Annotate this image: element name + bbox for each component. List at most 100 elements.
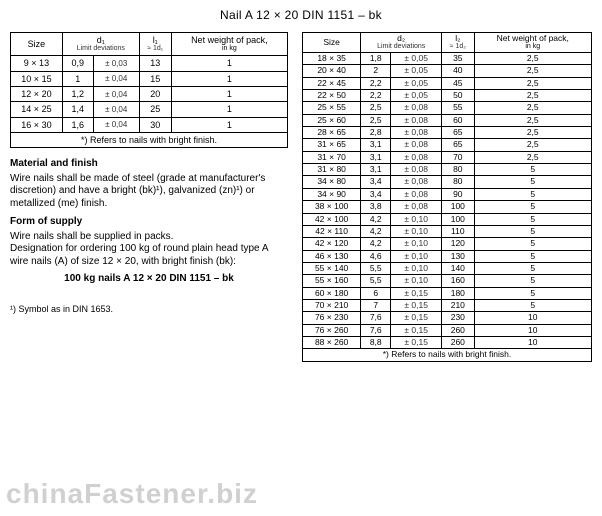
table-row: 28 × 652,8± 0,08652,5 — [303, 127, 592, 139]
cell-l: 65 — [442, 139, 474, 151]
cell-size: 88 × 260 — [303, 336, 361, 348]
cell-l: 100 — [442, 201, 474, 213]
left-footnote: *) Refers to nails with bright finish. — [11, 133, 288, 148]
cell-l: 110 — [442, 225, 474, 237]
cell-size: 31 × 80 — [303, 164, 361, 176]
table-row: 55 × 1405,5± 0,101405 — [303, 262, 592, 274]
table-row: 76 × 2307,6± 0,1523010 — [303, 312, 592, 324]
cell-d: 3,4 — [361, 176, 391, 188]
page-title: Nail A 12 × 20 DIN 1151 – bk — [10, 8, 592, 22]
th-d2: d₂ Limit deviations — [361, 33, 442, 53]
cell-w: 10 — [474, 336, 592, 348]
table-row: 38 × 1003,8± 0,081005 — [303, 201, 592, 213]
cell-size: 22 × 50 — [303, 90, 361, 102]
cell-size: 76 × 260 — [303, 324, 361, 336]
cell-dev: ± 0,05 — [391, 77, 442, 89]
cell-l: 30 — [139, 117, 171, 132]
cell-size: 25 × 55 — [303, 102, 361, 114]
cell-d: 0,9 — [62, 56, 93, 71]
cell-l: 100 — [442, 213, 474, 225]
material-para: Wire nails shall be made of steel (grade… — [10, 173, 288, 211]
cell-d: 7,6 — [361, 312, 391, 324]
cell-size: 55 × 160 — [303, 275, 361, 287]
cell-size: 42 × 100 — [303, 213, 361, 225]
cell-dev: ± 0,08 — [391, 127, 442, 139]
cell-d: 1,6 — [62, 117, 93, 132]
cell-d: 7,6 — [361, 324, 391, 336]
table-row: 70 × 2107± 0,152105 — [303, 299, 592, 311]
th-size-r: Size — [303, 33, 361, 53]
cell-dev: ± 0,08 — [391, 139, 442, 151]
table-row: 22 × 502,2± 0,05502,5 — [303, 90, 592, 102]
cell-dev: ± 0,15 — [391, 324, 442, 336]
th-size: Size — [11, 33, 63, 56]
cell-d: 6 — [361, 287, 391, 299]
cell-d: 2,5 — [361, 114, 391, 126]
table-row: 76 × 2607,6± 0,1526010 — [303, 324, 592, 336]
cell-l: 70 — [442, 151, 474, 163]
cell-d: 4,2 — [361, 238, 391, 250]
cell-w: 2,5 — [474, 53, 592, 65]
cell-l: 230 — [442, 312, 474, 324]
table-row: 31 × 803,1± 0,08805 — [303, 164, 592, 176]
form-heading: Form of supply — [10, 216, 288, 229]
cell-w: 5 — [474, 176, 592, 188]
cell-w: 2,5 — [474, 77, 592, 89]
cell-size: 25 × 60 — [303, 114, 361, 126]
cell-w: 5 — [474, 164, 592, 176]
table-row: 9 × 130,9± 0,03131 — [11, 56, 288, 71]
table-row: 31 × 703,1± 0,08702,5 — [303, 151, 592, 163]
cell-l: 120 — [442, 238, 474, 250]
th-l2: l₂ ≈ 1d₂ — [442, 33, 474, 53]
cell-w: 10 — [474, 312, 592, 324]
cell-w: 2,5 — [474, 65, 592, 77]
cell-d: 1,2 — [62, 87, 93, 102]
cell-d: 2,5 — [361, 102, 391, 114]
cell-d: 2,8 — [361, 127, 391, 139]
table-row: 46 × 1304,6± 0,101305 — [303, 250, 592, 262]
table-row: 12 × 201,2± 0,04201 — [11, 87, 288, 102]
th-d1: d₁ Limit deviations — [62, 33, 139, 56]
body-text: Material and finish Wire nails shall be … — [10, 158, 288, 315]
cell-size: 20 × 40 — [303, 65, 361, 77]
cell-size: 34 × 90 — [303, 188, 361, 200]
cell-l: 130 — [442, 250, 474, 262]
left-table: Size d₁ Limit deviations l₁ ≈ 1d₁ Net we… — [10, 32, 288, 148]
cell-d: 5,5 — [361, 275, 391, 287]
cell-d: 3,8 — [361, 201, 391, 213]
cell-size: 31 × 70 — [303, 151, 361, 163]
cell-w: 2,5 — [474, 114, 592, 126]
cell-size: 28 × 65 — [303, 127, 361, 139]
designation-example: 100 kg nails A 12 × 20 DIN 1151 – bk — [10, 273, 288, 286]
table-row: 16 × 301,6± 0,04301 — [11, 117, 288, 132]
cell-l: 80 — [442, 164, 474, 176]
cell-dev: ± 0,10 — [391, 213, 442, 225]
cell-w: 2,5 — [474, 102, 592, 114]
cell-size: 42 × 120 — [303, 238, 361, 250]
th-weight: Net weight of pack, in kg — [171, 33, 287, 56]
cell-dev: ± 0,04 — [93, 71, 139, 86]
cell-size: 42 × 110 — [303, 225, 361, 237]
cell-d: 5,5 — [361, 262, 391, 274]
watermark: chinaFastener.biz — [6, 478, 258, 510]
cell-size: 46 × 130 — [303, 250, 361, 262]
cell-size: 76 × 230 — [303, 312, 361, 324]
cell-dev: ± 0,08 — [391, 114, 442, 126]
cell-size: 10 × 15 — [11, 71, 63, 86]
table-row: 42 × 1204,2± 0,101205 — [303, 238, 592, 250]
cell-size: 60 × 180 — [303, 287, 361, 299]
material-heading: Material and finish — [10, 158, 288, 171]
cell-w: 2,5 — [474, 139, 592, 151]
cell-size: 55 × 140 — [303, 262, 361, 274]
symbol-note: ¹) Symbol as in DIN 1653. — [10, 304, 288, 315]
right-footnote: *) Refers to nails with bright finish. — [303, 349, 592, 361]
table-row: 25 × 602,5± 0,08602,5 — [303, 114, 592, 126]
cell-d: 4,6 — [361, 250, 391, 262]
cell-l: 13 — [139, 56, 171, 71]
table-row: 55 × 1605,5± 0,101605 — [303, 275, 592, 287]
cell-dev: ± 0,15 — [391, 287, 442, 299]
cell-w: 1 — [171, 71, 287, 86]
cell-d: 3,1 — [361, 139, 391, 151]
cell-dev: ± 0,10 — [391, 250, 442, 262]
cell-size: 34 × 80 — [303, 176, 361, 188]
